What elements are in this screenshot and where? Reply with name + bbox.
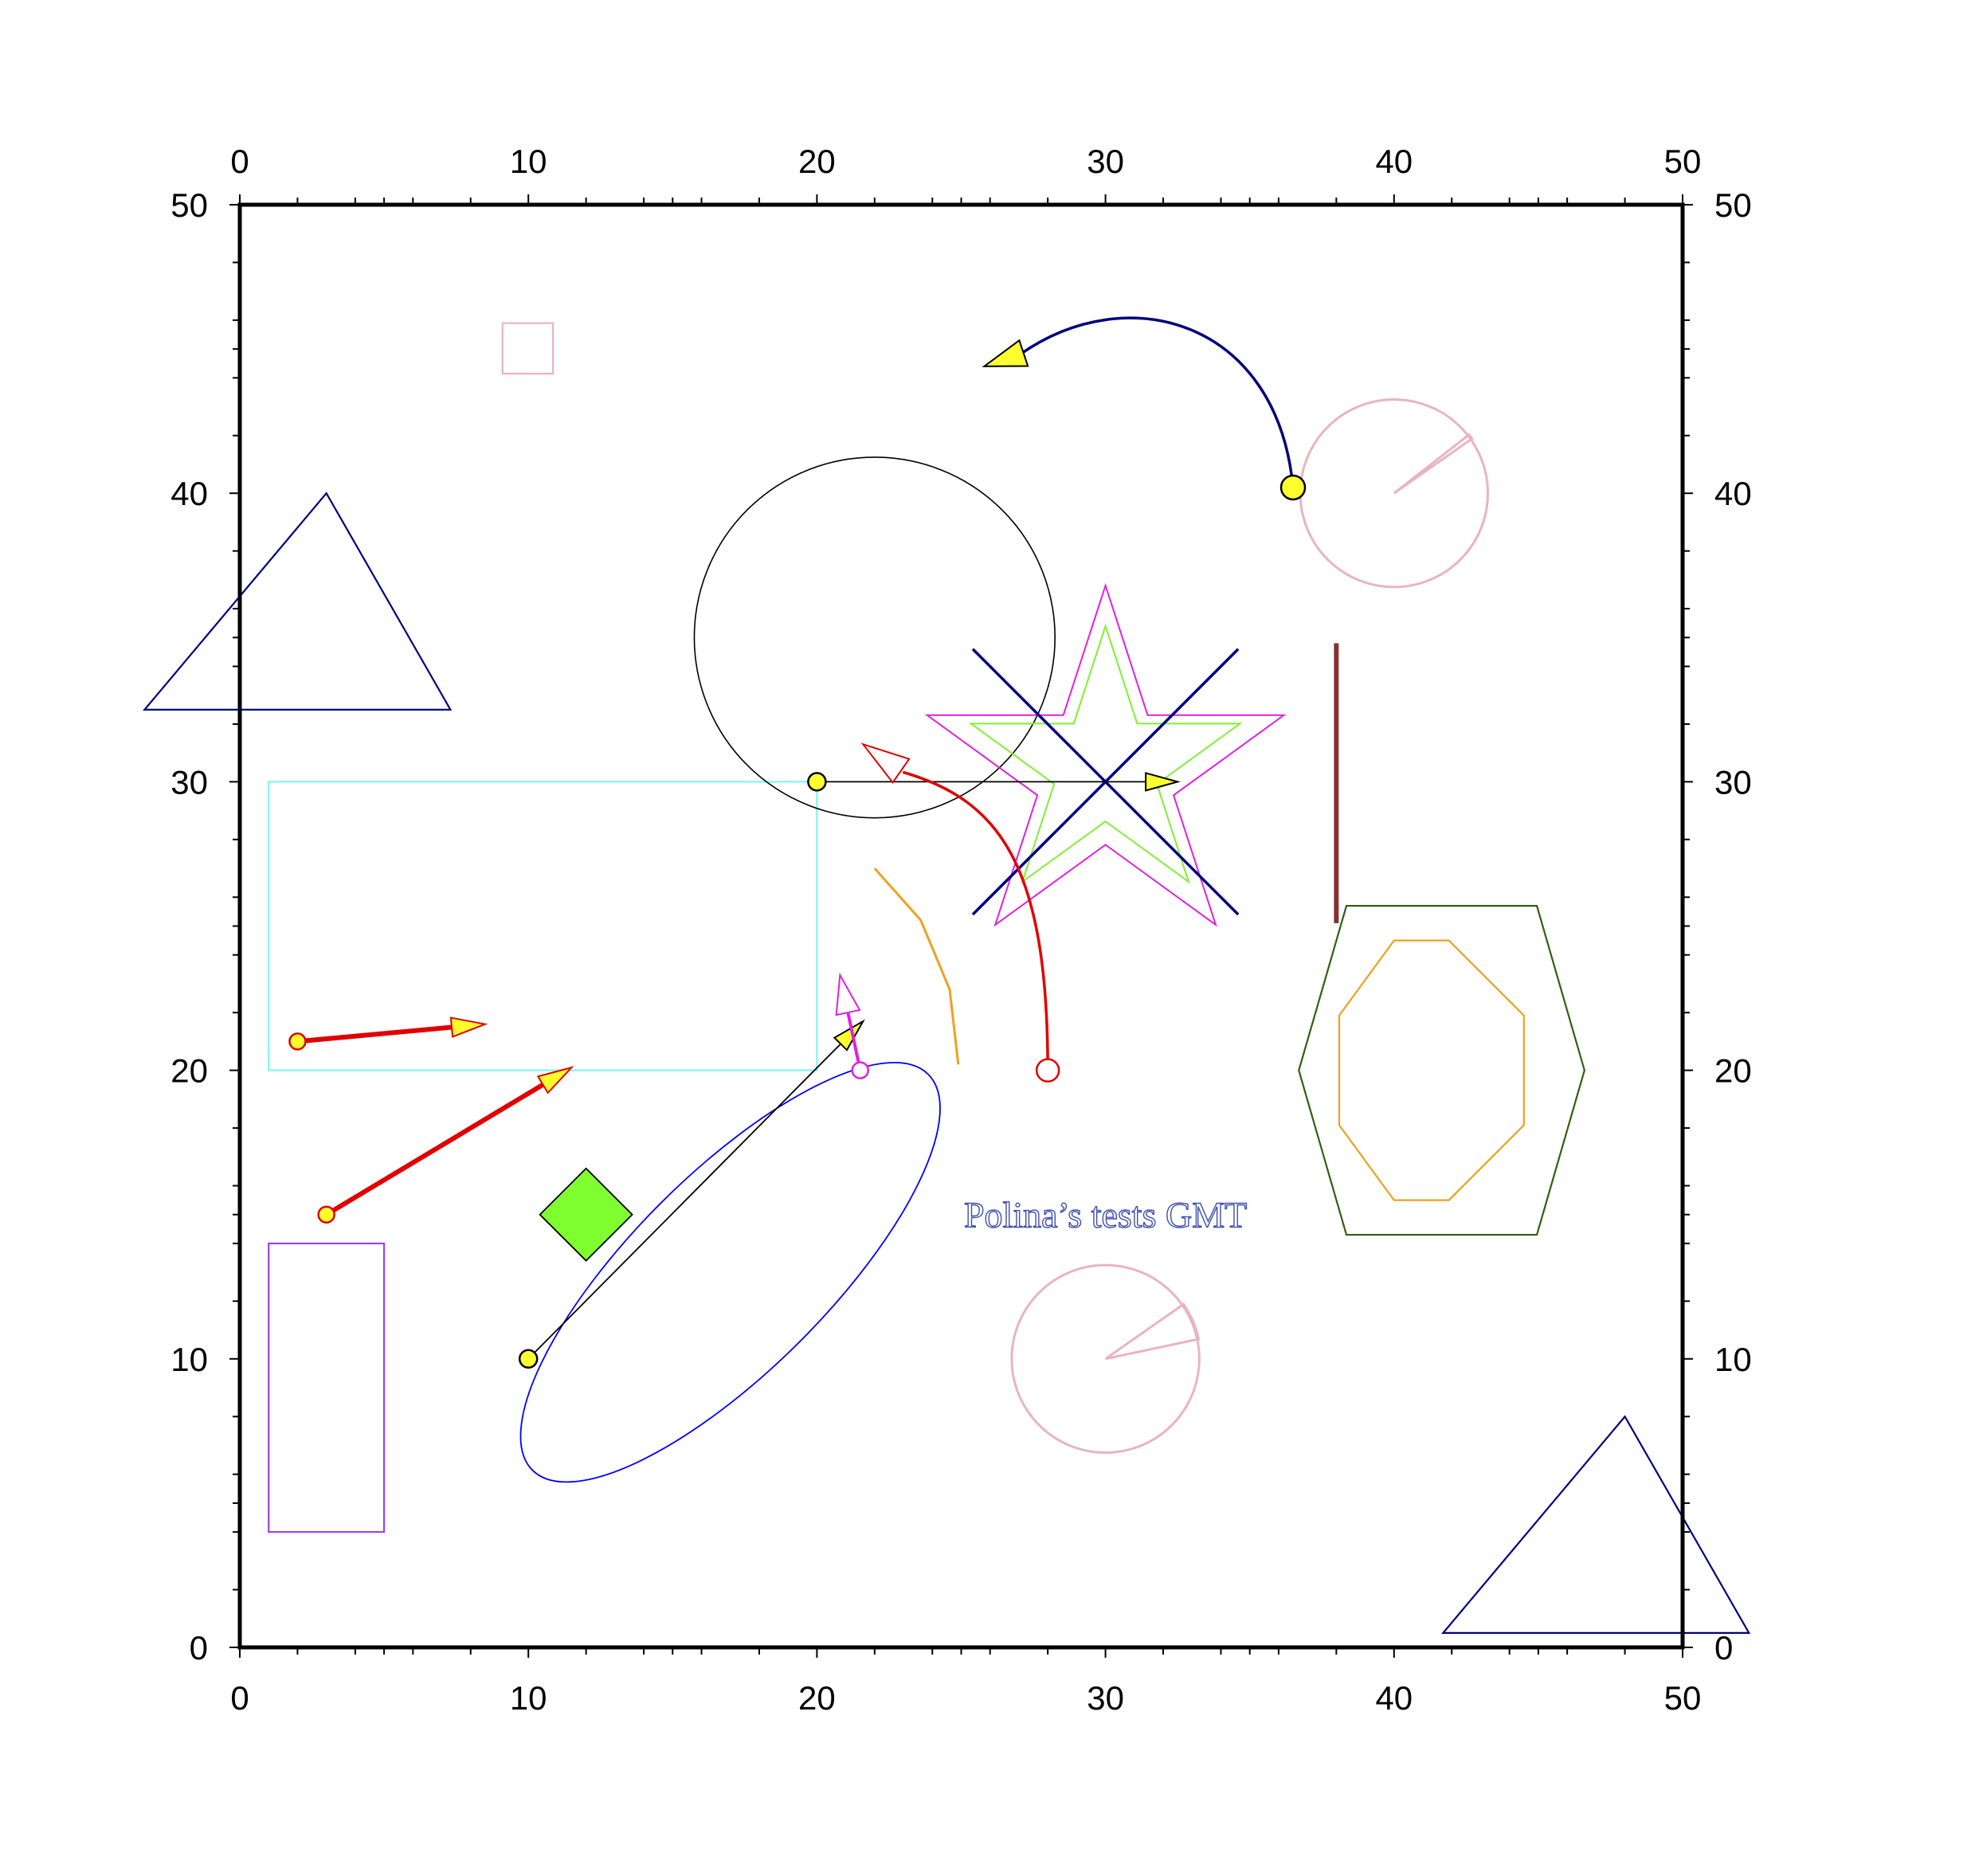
red-vector-long [319, 1067, 572, 1223]
red-vector-long-head [538, 1067, 571, 1093]
black-vector-upper [808, 773, 1178, 790]
red-curved-arrow-origin [1036, 1059, 1059, 1082]
magenta-vector [837, 975, 868, 1079]
frame-border [240, 205, 1683, 1647]
y-tick-label-left: 0 [190, 1629, 208, 1666]
navy-curved-arrow-head [984, 340, 1028, 366]
green-diamond [540, 1169, 633, 1261]
dark-green-hexagon [1299, 906, 1585, 1235]
y-tick-label-left: 10 [170, 1341, 208, 1378]
magenta-star [927, 586, 1284, 925]
x-tick-label-bottom: 20 [798, 1679, 836, 1717]
navy-curved-arrow [984, 318, 1305, 499]
annotation-text: Polina’s tests GMT [964, 1195, 1247, 1236]
y-tick-label-right: 30 [1714, 763, 1752, 801]
shapes-layer [144, 323, 1749, 1633]
purple-rectangle [268, 1243, 384, 1532]
navy-triangle-right [1443, 1416, 1749, 1633]
red-vector-short [289, 1018, 484, 1050]
y-tick-label-left: 40 [170, 475, 208, 512]
red-curved-arrow [863, 744, 1059, 1081]
x-tick-label-bottom: 50 [1664, 1679, 1702, 1717]
y-tick-label-right: 20 [1714, 1052, 1752, 1090]
y-tick-label-left: 20 [170, 1052, 208, 1090]
navy-curved-arrow-shaft [1020, 318, 1293, 488]
y-tick-label-right: 50 [1714, 186, 1752, 224]
black-vector-lower-origin [519, 1350, 537, 1368]
y-tick-label-right: 40 [1714, 475, 1752, 512]
magenta-vector-head [837, 975, 860, 1015]
black-circle [694, 457, 1055, 818]
x-tick-label-bottom: 30 [1087, 1679, 1124, 1717]
x-tick-label-bottom: 0 [230, 1679, 249, 1717]
y-tick-label-left: 30 [170, 763, 208, 801]
x-tick-label-top: 20 [798, 143, 836, 180]
navy-curved-arrow-origin [1281, 476, 1305, 499]
black-vector-upper-head [1146, 773, 1178, 790]
x-tick-label-top: 50 [1664, 143, 1702, 180]
red-curved-arrow-head [863, 744, 909, 782]
x-tick-label-bottom: 40 [1375, 1679, 1413, 1717]
orange-octagon [1339, 941, 1524, 1200]
red-vector-short-shaft [297, 1027, 455, 1041]
y-tick-label-right: 0 [1714, 1629, 1733, 1666]
x-tick-label-top: 30 [1087, 143, 1124, 180]
red-vector-short-head [451, 1018, 485, 1037]
pink-square [503, 323, 553, 374]
red-curved-arrow-shaft [903, 772, 1048, 1070]
y-tick-label-right: 10 [1714, 1341, 1752, 1378]
plot-frame [240, 205, 1683, 1647]
cyan-rectangle [268, 781, 817, 1070]
green-star [971, 626, 1240, 882]
black-vector-upper-origin [808, 773, 825, 790]
x-tick-label-top: 40 [1375, 143, 1413, 180]
red-vector-long-origin [319, 1207, 335, 1223]
red-vector-long-shaft [327, 1083, 546, 1215]
x-tick-label-bottom: 10 [510, 1679, 547, 1717]
navy-triangle-left [144, 493, 450, 710]
orange-arc [875, 868, 958, 1064]
axis-ticks [229, 194, 1693, 1658]
x-tick-label-top: 0 [230, 143, 249, 180]
pink-wedge-upper [1394, 435, 1472, 494]
pink-wedge-lower [1106, 1304, 1199, 1359]
x-tick-label-top: 10 [510, 143, 547, 180]
magenta-vector-origin [852, 1063, 868, 1079]
red-vector-short-origin [289, 1033, 305, 1049]
y-tick-label-left: 50 [170, 186, 208, 224]
